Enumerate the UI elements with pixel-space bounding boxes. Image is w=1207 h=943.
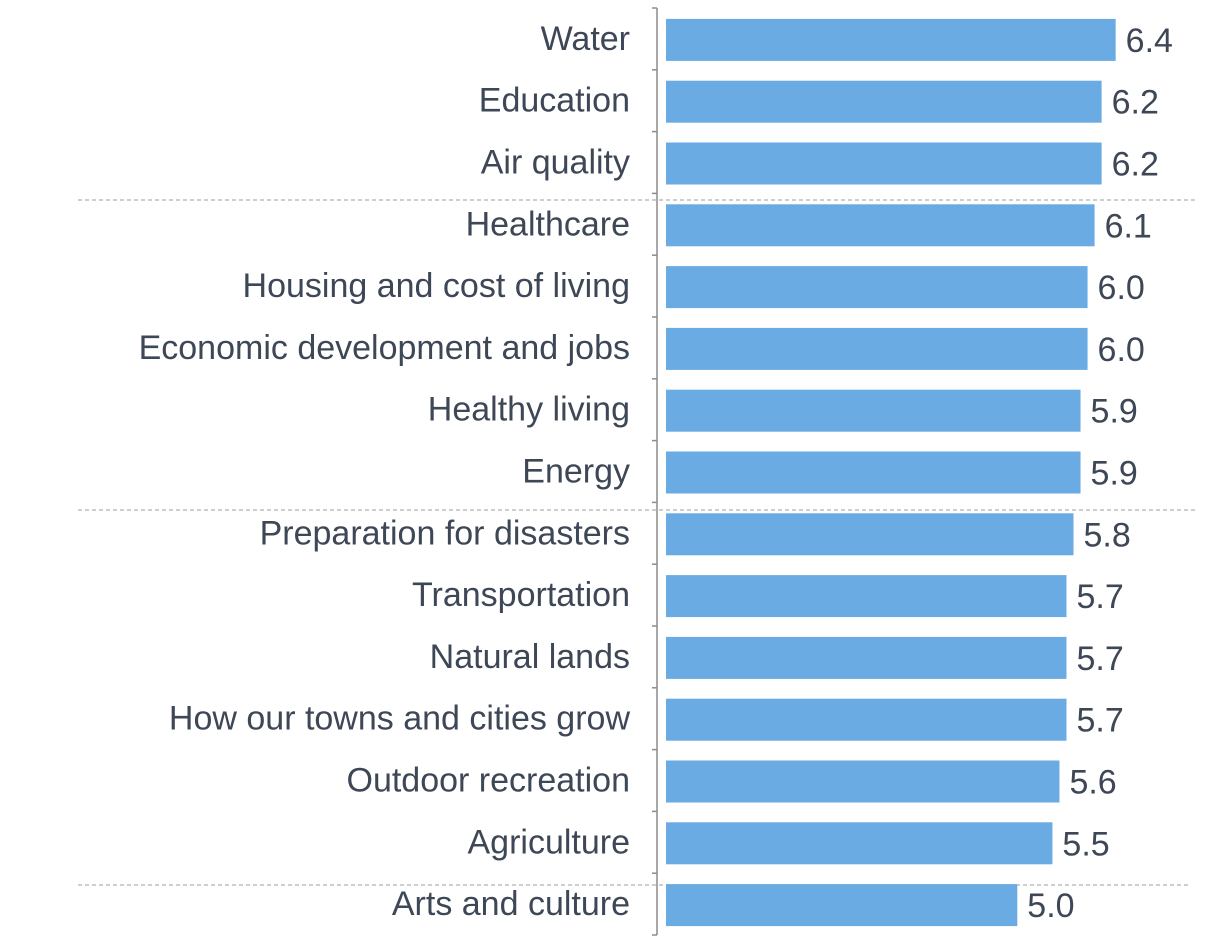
bar bbox=[666, 636, 1067, 679]
value-label: 6.4 bbox=[1126, 22, 1173, 60]
bar bbox=[666, 327, 1088, 370]
value-label: 5.7 bbox=[1076, 702, 1123, 740]
value-label: 5.9 bbox=[1091, 454, 1138, 492]
category-label: How our towns and cities grow bbox=[169, 700, 631, 738]
category-label: Economic development and jobs bbox=[139, 329, 630, 367]
value-label: 5.5 bbox=[1062, 825, 1109, 863]
bar bbox=[666, 575, 1067, 618]
category-label: Outdoor recreation bbox=[347, 761, 631, 799]
bar bbox=[666, 513, 1074, 556]
value-label: 6.0 bbox=[1098, 331, 1145, 369]
category-label: Healthy living bbox=[428, 391, 630, 429]
bar bbox=[666, 142, 1102, 185]
bar bbox=[666, 760, 1060, 803]
category-label: Healthcare bbox=[466, 205, 630, 243]
value-label: 5.6 bbox=[1069, 763, 1116, 801]
bar bbox=[666, 266, 1088, 309]
bar bbox=[666, 389, 1081, 432]
bar bbox=[666, 18, 1116, 61]
value-label: 6.2 bbox=[1112, 145, 1159, 183]
category-label: Preparation for disasters bbox=[260, 514, 630, 552]
category-label: Transportation bbox=[412, 576, 630, 614]
category-label: Water bbox=[541, 20, 630, 58]
value-label: 5.0 bbox=[1027, 887, 1074, 925]
category-label: Energy bbox=[522, 452, 630, 490]
category-label: Agriculture bbox=[467, 823, 630, 861]
category-label: Arts and culture bbox=[392, 885, 630, 923]
value-label: 5.9 bbox=[1091, 393, 1138, 431]
value-label: 6.0 bbox=[1098, 269, 1145, 307]
bar bbox=[666, 204, 1095, 247]
bar bbox=[666, 698, 1067, 741]
category-label: Education bbox=[479, 82, 630, 120]
value-label: 5.7 bbox=[1076, 578, 1123, 616]
value-label: 6.2 bbox=[1112, 84, 1159, 122]
value-label: 5.7 bbox=[1076, 640, 1123, 678]
bar bbox=[666, 80, 1102, 123]
bar bbox=[666, 451, 1081, 494]
value-label: 5.8 bbox=[1084, 516, 1131, 554]
category-label: Air quality bbox=[481, 143, 630, 181]
value-label: 6.1 bbox=[1105, 207, 1152, 245]
category-label: Natural lands bbox=[430, 638, 630, 676]
bar bbox=[666, 884, 1018, 927]
category-label: Housing and cost of living bbox=[243, 267, 630, 305]
bar bbox=[666, 822, 1053, 865]
